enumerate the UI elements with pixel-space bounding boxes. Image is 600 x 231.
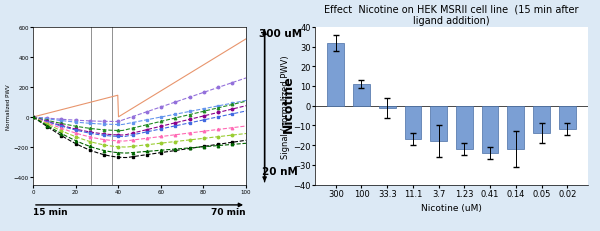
Bar <box>404 106 421 140</box>
Text: 70 min: 70 min <box>211 207 246 216</box>
Bar <box>559 106 575 130</box>
Text: Nicotine: Nicotine <box>281 75 295 133</box>
Text: 20 nM: 20 nM <box>262 166 298 176</box>
Bar <box>482 106 499 153</box>
Bar <box>456 106 473 149</box>
Bar <box>533 106 550 134</box>
Text: 15 min: 15 min <box>33 207 68 216</box>
Bar <box>379 106 395 108</box>
X-axis label: Nicotine (uM): Nicotine (uM) <box>421 204 482 212</box>
Bar <box>353 85 370 106</box>
Bar <box>430 106 447 142</box>
Text: 300 uM: 300 uM <box>259 28 302 39</box>
Bar <box>508 106 524 149</box>
Y-axis label: Signal (normalized PWV): Signal (normalized PWV) <box>281 55 290 158</box>
Y-axis label: Normalized PWV: Normalized PWV <box>6 84 11 129</box>
Bar <box>328 43 344 106</box>
Title: Effect  Nicotine on HEK MSRII cell line  (15 min after
ligand addition): Effect Nicotine on HEK MSRII cell line (… <box>324 4 579 26</box>
